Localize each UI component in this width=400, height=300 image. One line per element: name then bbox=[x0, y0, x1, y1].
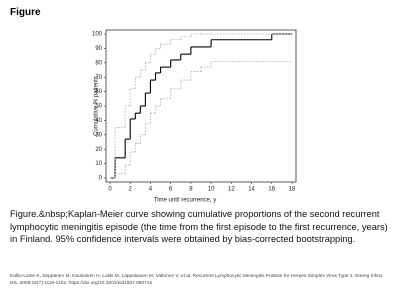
x-tick-label: 16 bbox=[268, 187, 275, 193]
x-tick-label: 10 bbox=[208, 187, 215, 193]
y-tick-label: 30 bbox=[95, 132, 102, 138]
x-axis-label: Time until recurrence, y bbox=[154, 198, 216, 204]
y-tick-label: 90 bbox=[95, 46, 102, 52]
y-tick-label: 40 bbox=[95, 118, 102, 124]
y-axis-label: Cumulative % patients bbox=[94, 76, 100, 136]
x-tick-label: 8 bbox=[189, 187, 193, 193]
caption: Figure.&nbsp;Kaplan-Meier curve showing … bbox=[10, 209, 388, 244]
x-tick-label: 2 bbox=[129, 187, 133, 193]
y-tick-label: 60 bbox=[95, 89, 102, 95]
citation: Kallio-Laine K, Seppänen M, Kautiainen H… bbox=[10, 274, 383, 286]
x-tick-label: 0 bbox=[108, 187, 112, 193]
x-tick-label: 6 bbox=[169, 187, 173, 193]
x-tick-label: 4 bbox=[149, 187, 153, 193]
y-tick-label: 0 bbox=[99, 176, 103, 182]
y-tick-label: 20 bbox=[95, 147, 102, 153]
y-tick-label: 50 bbox=[95, 104, 102, 110]
x-tick-label: 18 bbox=[289, 187, 296, 193]
y-tick-label: 80 bbox=[95, 60, 102, 66]
plot-frame bbox=[105, 29, 297, 183]
y-tick-label: 10 bbox=[95, 161, 102, 167]
slide-title: Figure bbox=[10, 7, 41, 18]
y-tick-label: 70 bbox=[95, 75, 102, 81]
y-tick-label: 100 bbox=[92, 32, 103, 38]
x-tick-label: 14 bbox=[248, 187, 255, 193]
chart: Time until recurrence, y Cumulative % pa… bbox=[92, 29, 297, 204]
x-tick-label: 12 bbox=[228, 187, 235, 193]
